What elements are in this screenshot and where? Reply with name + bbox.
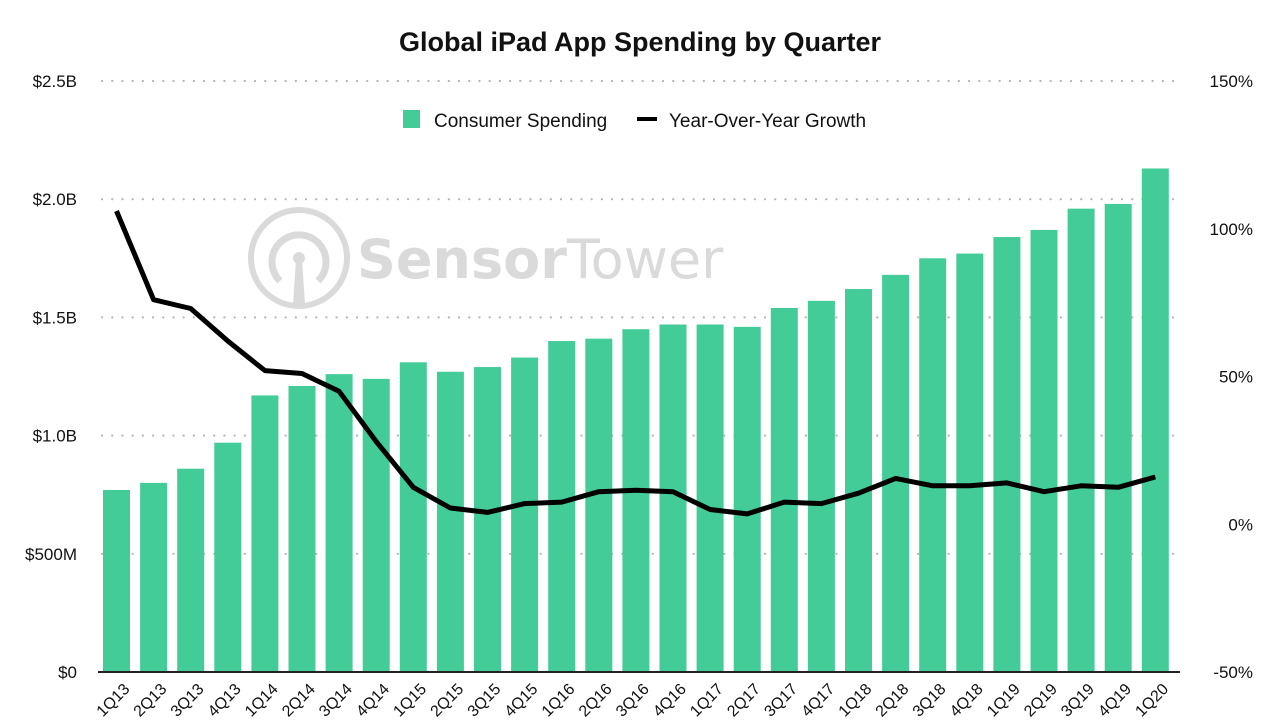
sensortower-logo-icon xyxy=(248,207,350,309)
legend-label-yoy-growth: Year-Over-Year Growth xyxy=(669,111,866,132)
x-tick-label: 1Q19 xyxy=(984,681,1024,720)
bar-1Q20 xyxy=(1141,168,1169,672)
line-series xyxy=(114,210,1156,517)
x-tick-label: 4Q17 xyxy=(799,681,839,720)
bar-2Q19 xyxy=(1030,229,1058,672)
x-tick-label: 1Q16 xyxy=(539,681,579,720)
x-tick-label: 3Q19 xyxy=(1058,681,1098,720)
bar-3Q13 xyxy=(177,468,205,672)
bar-1Q14 xyxy=(251,395,279,672)
x-tick-label: 2Q15 xyxy=(428,681,468,720)
x-tick-label: 3Q13 xyxy=(168,681,208,720)
bar-1Q19 xyxy=(993,237,1021,673)
x-tick-label: 1Q20 xyxy=(1132,681,1172,720)
x-tick-label: 1Q15 xyxy=(390,681,430,720)
x-tick-label: 2Q18 xyxy=(873,681,913,720)
x-tick-label: 3Q17 xyxy=(761,681,801,720)
x-tick-label: 1Q18 xyxy=(836,681,876,720)
x-axis: 1Q132Q133Q134Q131Q142Q143Q144Q141Q152Q15… xyxy=(94,681,1173,720)
x-tick-label: 3Q14 xyxy=(316,681,356,720)
bar-4Q14 xyxy=(362,378,390,672)
x-tick-label: 4Q19 xyxy=(1095,681,1135,720)
y2-tick-label: 50% xyxy=(1219,368,1253,387)
y-tick-label: $2.5B xyxy=(33,72,77,91)
watermark-sensor: Sensor xyxy=(357,228,567,291)
bar-3Q19 xyxy=(1067,208,1095,672)
bar-2Q14 xyxy=(288,385,316,672)
y-tick-label: $1.0B xyxy=(33,427,77,446)
watermark: SensorTower xyxy=(248,207,724,309)
bar-3Q18 xyxy=(919,258,947,672)
bar-series xyxy=(103,168,1169,673)
y2-tick-label: 100% xyxy=(1210,220,1253,239)
legend-swatch-consumer-spending xyxy=(403,110,420,128)
bar-2Q13 xyxy=(140,482,168,672)
y-tick-label: $1.5B xyxy=(33,308,77,327)
bar-1Q13 xyxy=(103,489,130,672)
bar-3Q14 xyxy=(325,374,353,672)
x-tick-label: 3Q18 xyxy=(910,681,950,720)
bar-3Q15 xyxy=(474,367,501,672)
bar-4Q19 xyxy=(1104,203,1132,673)
bar-4Q18 xyxy=(956,253,984,672)
y-tick-label: $500M xyxy=(25,545,77,564)
bar-4Q13 xyxy=(214,442,242,672)
y-tick-label: $2.0B xyxy=(33,190,77,209)
y-tick-label: $0 xyxy=(58,663,77,682)
x-tick-label: 1Q14 xyxy=(242,681,282,720)
bar-2Q16 xyxy=(585,338,613,672)
bar-2Q18 xyxy=(882,274,910,672)
y-axis-right: -50% 0% 50% 100% 150% xyxy=(1210,72,1253,682)
bar-4Q15 xyxy=(511,357,539,672)
bar-3Q17 xyxy=(770,307,798,672)
watermark-tower: Tower xyxy=(566,228,724,291)
bar-3Q16 xyxy=(622,329,650,672)
y-axis-left: $0 $500M $1.0B $1.5B $2.0B $2.5B xyxy=(25,72,77,682)
x-tick-label: 4Q13 xyxy=(205,681,245,720)
x-tick-label: 4Q14 xyxy=(353,681,393,720)
x-tick-label: 2Q17 xyxy=(724,681,764,720)
x-tick-label: 1Q13 xyxy=(94,681,134,720)
x-tick-label: 4Q16 xyxy=(650,681,690,720)
watermark-text: SensorTower xyxy=(357,228,724,291)
bar-1Q18 xyxy=(845,289,872,672)
x-tick-label: 2Q19 xyxy=(1021,681,1061,720)
legend-label-consumer-spending: Consumer Spending xyxy=(434,111,607,132)
y2-tick-label: 150% xyxy=(1210,72,1253,91)
x-tick-label: 1Q17 xyxy=(687,681,727,720)
bar-1Q15 xyxy=(399,362,427,672)
bar-2Q17 xyxy=(733,326,761,672)
legend-swatch-yoy-growth xyxy=(637,117,657,121)
y2-tick-label: -50% xyxy=(1213,663,1253,682)
y2-tick-label: 0% xyxy=(1228,515,1253,534)
x-tick-label: 3Q15 xyxy=(465,681,505,720)
x-tick-label: 2Q14 xyxy=(279,681,319,720)
legend: Consumer Spending Year-Over-Year Growth xyxy=(403,110,866,132)
x-tick-label: 2Q13 xyxy=(131,681,171,720)
x-tick-label: 4Q15 xyxy=(502,681,542,720)
chart-title: Global iPad App Spending by Quarter xyxy=(399,27,882,57)
bar-1Q17 xyxy=(696,324,724,672)
bar-1Q16 xyxy=(548,341,576,672)
bar-4Q17 xyxy=(807,300,835,672)
bar-2Q15 xyxy=(436,371,464,672)
x-tick-label: 3Q16 xyxy=(613,681,653,720)
x-tick-label: 4Q18 xyxy=(947,681,987,720)
x-tick-label: 2Q16 xyxy=(576,681,616,720)
